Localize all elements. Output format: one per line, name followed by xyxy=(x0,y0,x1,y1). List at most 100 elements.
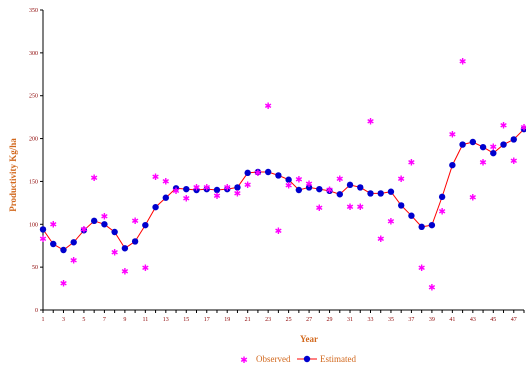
legend-estimated-label: Estimated xyxy=(320,354,356,364)
estimated-point xyxy=(244,169,251,177)
x-axis-ticks: 1 3 5 7 9 11 13 15 17 19 21 23 25 27 29 31 33 35 37 39 41 43 4… xyxy=(42,310,525,323)
observed-point: ✱ xyxy=(428,284,436,294)
observed-point: ✱ xyxy=(510,157,518,167)
estimated-point xyxy=(203,185,210,193)
observed-point: ✱ xyxy=(397,175,405,185)
observed-point: ✱ xyxy=(152,173,160,183)
observed-point: ✱ xyxy=(387,218,395,228)
observed-point: ✱ xyxy=(326,186,334,196)
observed-point: ✱ xyxy=(356,203,364,213)
estimated-point xyxy=(357,184,364,191)
y-axis-ticks: 0 50 100 150 200 250 300 350 xyxy=(29,8,43,314)
x-tick-label: 35 xyxy=(388,317,394,323)
observed-series-points: ✱✱✱✱✱✱✱✱✱✱✱✱ ✱✱✱✱ ✱✱✱✱✱✱✱✱✱✱ ✱✱✱✱✱ ✱✱✱✱✱✱✱✱✱… xyxy=(39,57,526,293)
x-tick-label: 43 xyxy=(470,317,476,323)
observed-point: ✱ xyxy=(49,220,57,230)
x-tick-label: 47 xyxy=(511,317,517,323)
observed-point: ✱ xyxy=(264,102,272,112)
observed-point: ✱ xyxy=(60,279,68,289)
x-tick-label: 27 xyxy=(306,317,312,323)
observed-point: ✱ xyxy=(305,180,313,190)
y-tick-label: 0 xyxy=(35,308,38,314)
x-tick-label: 29 xyxy=(327,317,333,323)
estimated-point xyxy=(387,188,395,195)
estimated-point xyxy=(172,185,180,192)
observed-point: ✱ xyxy=(520,123,526,133)
observed-point: ✱ xyxy=(172,187,180,197)
observed-point: ✱ xyxy=(254,169,262,179)
estimated-point xyxy=(428,221,436,229)
x-tick-label: 7 xyxy=(103,317,106,323)
observed-point: ✱ xyxy=(479,159,487,169)
estimated-point xyxy=(234,184,241,191)
estimated-point xyxy=(193,186,200,194)
x-tick-label: 11 xyxy=(142,317,148,323)
x-tick-label: 31 xyxy=(347,317,353,323)
x-tick-label: 45 xyxy=(490,317,496,323)
estimated-point xyxy=(275,172,282,179)
observed-point: ✱ xyxy=(70,256,78,266)
x-tick-label: 23 xyxy=(265,317,271,323)
y-tick-label: 50 xyxy=(32,265,38,271)
observed-point: ✱ xyxy=(203,183,211,193)
estimated-point xyxy=(70,239,77,246)
estimated-point xyxy=(449,161,456,169)
estimated-point xyxy=(397,202,405,209)
estimated-point xyxy=(346,181,354,189)
observed-point: ✱ xyxy=(295,176,303,186)
observed-point: ✱ xyxy=(469,194,477,204)
estimated-point xyxy=(510,136,517,143)
estimated-point xyxy=(162,194,170,201)
legend-observed-label: Observed xyxy=(256,354,291,364)
x-axis-title: Year xyxy=(300,334,318,344)
observed-point: ✱ xyxy=(418,264,426,274)
observed-point: ✱ xyxy=(459,57,467,67)
x-tick-label: 17 xyxy=(204,317,210,323)
estimated-point xyxy=(367,190,374,197)
estimated-point xyxy=(520,125,526,133)
estimated-point xyxy=(469,138,477,146)
y-tick-label: 300 xyxy=(29,51,38,57)
x-tick-label: 9 xyxy=(123,317,126,323)
observed-point: ✱ xyxy=(131,217,139,227)
observed-point: ✱ xyxy=(90,174,98,184)
estimated-series-points xyxy=(39,125,526,254)
observed-point: ✱ xyxy=(316,204,324,214)
observed-point: ✱ xyxy=(223,183,231,193)
estimated-point xyxy=(316,185,323,193)
observed-point: ✱ xyxy=(377,235,385,245)
observed-point: ✱ xyxy=(111,249,119,259)
estimated-point xyxy=(285,176,292,183)
x-tick-label: 3 xyxy=(62,317,65,323)
estimated-point xyxy=(408,212,415,219)
estimated-point xyxy=(264,168,272,176)
x-tick-label: 15 xyxy=(183,317,189,323)
observed-point: ✱ xyxy=(234,189,242,199)
estimated-point xyxy=(377,190,384,197)
estimated-point xyxy=(39,226,47,233)
observed-point: ✱ xyxy=(183,195,191,205)
y-tick-label: 350 xyxy=(29,8,38,14)
axes xyxy=(42,10,524,311)
estimated-point xyxy=(101,221,108,228)
observed-point: ✱ xyxy=(244,181,252,191)
x-tick-label: 41 xyxy=(449,317,455,323)
estimated-point xyxy=(490,149,497,157)
observed-point: ✱ xyxy=(193,183,201,193)
legend: ✱ Observed Estimated xyxy=(240,354,356,366)
x-tick-label: 33 xyxy=(367,317,373,323)
estimated-point xyxy=(50,240,57,248)
estimated-point xyxy=(121,245,129,252)
y-tick-label: 100 xyxy=(29,222,38,228)
observed-point: ✱ xyxy=(121,267,129,277)
estimated-point xyxy=(142,221,149,229)
observed-point: ✱ xyxy=(213,192,221,202)
estimated-point xyxy=(80,227,88,234)
estimated-point xyxy=(479,143,487,151)
estimated-point xyxy=(224,185,231,193)
x-tick-label: 21 xyxy=(245,317,251,323)
estimated-point xyxy=(500,141,507,148)
observed-point: ✱ xyxy=(367,117,375,127)
